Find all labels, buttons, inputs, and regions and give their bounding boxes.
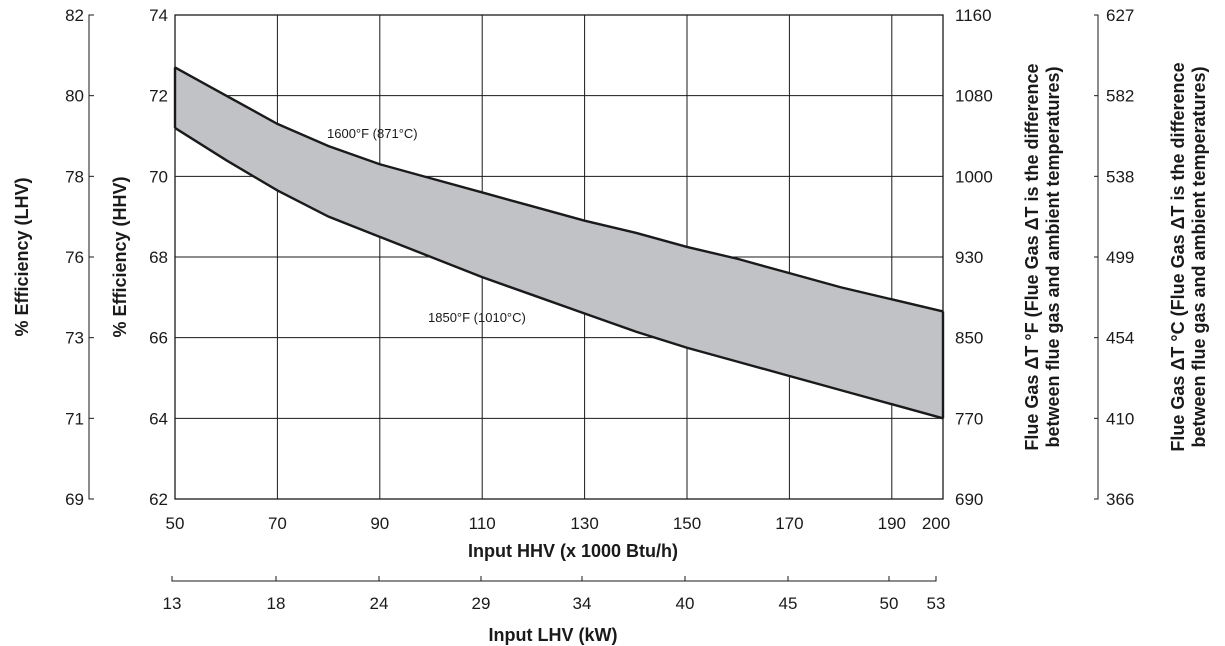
y-tick-flue-c: 538 xyxy=(1106,167,1134,186)
flue-gas-c-axis xyxy=(1094,14,1099,500)
x-tick-lhv: 40 xyxy=(676,594,695,613)
hhv-efficiency-axis-title: % Efficiency (HHV) xyxy=(110,176,130,337)
flue-gas-f-title-line1: Flue Gas ΔT °F (Flue Gas ΔT is the diffe… xyxy=(1022,63,1042,450)
x-axis-title: Input HHV (x 1000 Btu/h) xyxy=(468,541,678,561)
lhv-efficiency-axis xyxy=(88,14,94,500)
x-tick-hhv: 170 xyxy=(775,514,803,533)
y-tick-hhv: 66 xyxy=(149,329,168,348)
flue-gas-c-title-line1: Flue Gas ΔT °C (Flue Gas ΔT is the diffe… xyxy=(1168,62,1188,451)
y-tick-flue-f: 1080 xyxy=(955,87,993,106)
x-tick-hhv: 130 xyxy=(570,514,598,533)
x-tick-hhv: 70 xyxy=(268,514,287,533)
y-tick-flue-c: 627 xyxy=(1106,6,1134,25)
x-tick-hhv: 50 xyxy=(166,514,185,533)
y-tick-flue-c: 410 xyxy=(1106,409,1134,428)
y-tick-hhv: 62 xyxy=(149,490,168,509)
lhv-input-axis xyxy=(171,576,937,582)
y-tick-flue-f: 770 xyxy=(955,409,983,428)
y-tick-lhv: 76 xyxy=(65,248,84,267)
series-label-1600f: 1600°F (871°C) xyxy=(327,126,418,141)
y-tick-lhv: 73 xyxy=(65,329,84,348)
y-tick-hhv: 74 xyxy=(149,6,168,25)
y-tick-flue-c: 499 xyxy=(1106,248,1134,267)
x-tick-lhv: 45 xyxy=(779,594,798,613)
x-tick-lhv: 13 xyxy=(163,594,182,613)
y-tick-flue-f: 1000 xyxy=(955,167,993,186)
flue-gas-f-title-line2: between flue gas and ambient temperature… xyxy=(1043,66,1063,447)
tick-labels: 62 64 66 68 70 72 74 69 71 73 76 78 80 82 690 770 850 930… xyxy=(65,6,1134,613)
y-tick-flue-f: 850 xyxy=(955,329,983,348)
y-tick-hhv: 72 xyxy=(149,87,168,106)
series-line-1850f xyxy=(174,126,944,420)
y-tick-lhv: 82 xyxy=(65,6,84,25)
plot-frame xyxy=(174,14,944,500)
x-tick-lhv: 18 xyxy=(267,594,286,613)
x-tick-hhv: 190 xyxy=(878,514,906,533)
y-tick-flue-c: 582 xyxy=(1106,87,1134,106)
x-tick-lhv: 53 xyxy=(927,594,946,613)
y-tick-lhv: 78 xyxy=(65,167,84,186)
x-tick-hhv: 110 xyxy=(469,514,496,533)
x-tick-lhv: 50 xyxy=(880,594,899,613)
x-tick-hhv: 200 xyxy=(922,514,950,533)
x-tick-lhv: 29 xyxy=(472,594,491,613)
x-tick-lhv: 34 xyxy=(573,594,592,613)
series-line-1600f xyxy=(174,66,944,313)
y-tick-lhv: 80 xyxy=(65,87,84,106)
y-tick-flue-c: 366 xyxy=(1106,490,1134,509)
x-tick-lhv: 24 xyxy=(370,594,389,613)
series-label-1850f: 1850°F (1010°C) xyxy=(428,310,526,325)
efficiency-band xyxy=(175,67,943,419)
flue-gas-c-title-line2: between flue gas and ambient temperature… xyxy=(1189,66,1209,447)
flue-gas-f-axis-title: Flue Gas ΔT °F (Flue Gas ΔT is the diffe… xyxy=(1022,63,1063,450)
flue-gas-c-axis-title: Flue Gas ΔT °C (Flue Gas ΔT is the diffe… xyxy=(1168,62,1209,451)
x-tick-hhv: 150 xyxy=(673,514,701,533)
secondary-x-axis-title: Input LHV (kW) xyxy=(489,625,618,645)
y-tick-flue-f: 930 xyxy=(955,248,983,267)
y-tick-flue-f: 1160 xyxy=(955,6,992,25)
y-tick-hhv: 68 xyxy=(149,248,168,267)
y-tick-flue-c: 454 xyxy=(1106,329,1134,348)
y-tick-lhv: 71 xyxy=(65,409,84,428)
lhv-efficiency-axis-title: % Efficiency (LHV) xyxy=(12,177,32,336)
data-band xyxy=(173,66,945,420)
y-tick-hhv: 64 xyxy=(149,409,168,428)
y-tick-lhv: 69 xyxy=(65,490,84,509)
y-tick-flue-f: 690 xyxy=(955,490,983,509)
x-tick-hhv: 90 xyxy=(370,514,389,533)
y-tick-hhv: 70 xyxy=(149,167,168,186)
